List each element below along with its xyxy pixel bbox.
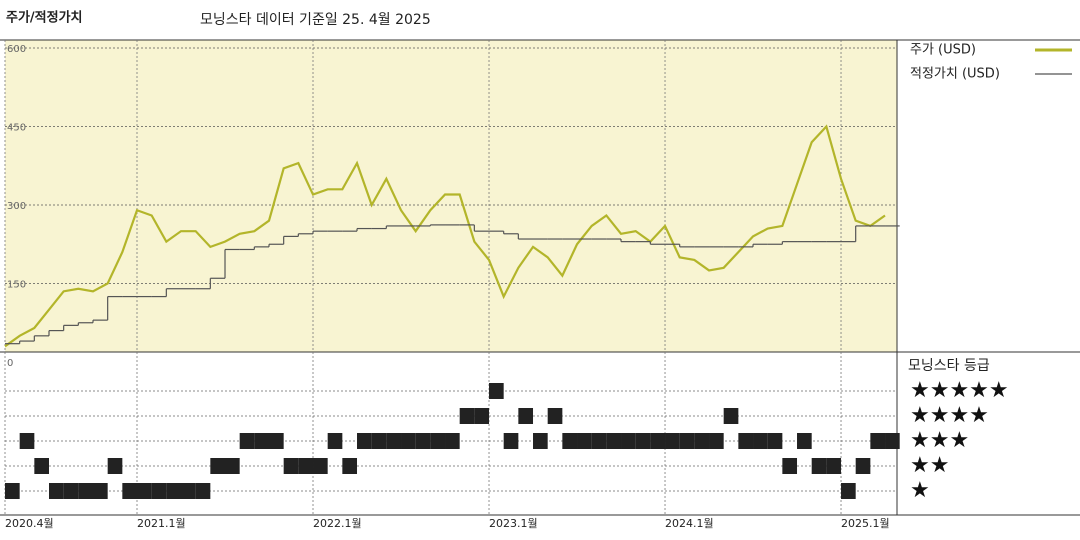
- rating-bar: [650, 433, 666, 449]
- rating-bar: [254, 433, 270, 449]
- rating-bar: [386, 433, 402, 449]
- rating-bar: [63, 483, 79, 499]
- rating-bar: [635, 433, 651, 449]
- x-tick-label: 2025.1월: [841, 517, 890, 530]
- rating-bar: [415, 433, 431, 449]
- chart-title: 주가/적정가치: [6, 10, 83, 26]
- x-tick-label: 2022.1월: [313, 517, 362, 530]
- rating-bar: [518, 408, 534, 424]
- rating-bar: [342, 458, 358, 474]
- rating-label: ★★★: [910, 428, 969, 453]
- rating-bar: [459, 408, 475, 424]
- rating-bar: [562, 433, 578, 449]
- rating-bar: [665, 433, 680, 449]
- rating-bar: [401, 433, 416, 449]
- rating-bar: [709, 433, 724, 449]
- plot-background: [5, 40, 897, 352]
- rating-bar: [283, 458, 299, 474]
- rating-bar: [694, 433, 710, 449]
- rating-bar: [225, 458, 240, 474]
- rating-bar: [181, 483, 196, 499]
- rating-bar: [547, 408, 563, 424]
- rating-bar: [445, 433, 460, 449]
- legend-label: 적정가치 (USD): [910, 67, 1000, 82]
- y-tick-label: 150: [7, 280, 26, 291]
- rating-bar: [151, 483, 167, 499]
- y-tick-label: 450: [7, 123, 26, 134]
- rating-bar: [738, 433, 754, 449]
- rating-bar: [357, 433, 372, 449]
- rating-bar: [782, 458, 798, 474]
- rating-bar: [767, 433, 783, 449]
- rating-bar: [591, 433, 607, 449]
- rating-bar: [533, 433, 548, 449]
- rating-bar: [870, 433, 886, 449]
- rating-bar: [885, 433, 900, 449]
- rating-bar: [430, 433, 446, 449]
- rating-bar: [811, 458, 827, 474]
- rating-bar: [474, 408, 490, 424]
- rating-bar: [577, 433, 592, 449]
- rating-bar: [269, 433, 284, 449]
- rating-bar: [107, 458, 123, 474]
- rating-bar: [122, 483, 138, 499]
- rating-label: ★★★★: [910, 403, 989, 428]
- rating-label: ★: [910, 478, 930, 503]
- rating-title: 모닝스타 등급: [908, 358, 990, 374]
- rating-bar: [34, 458, 50, 474]
- rating-bar: [606, 433, 622, 449]
- rating-bar: [313, 458, 328, 474]
- rating-bar: [797, 433, 812, 449]
- x-tick-label: 2024.1월: [665, 517, 714, 530]
- rating-bar: [679, 433, 695, 449]
- rating-bar: [210, 458, 226, 474]
- rating-bar: [78, 483, 94, 499]
- rating-bar: [327, 433, 343, 449]
- rating-bar: [239, 433, 255, 449]
- rating-bar: [137, 483, 152, 499]
- y-tick-label: 0: [7, 358, 13, 369]
- rating-bar: [723, 408, 739, 424]
- rating-bar: [371, 433, 387, 449]
- rating-bar: [195, 483, 211, 499]
- rating-bar: [503, 433, 519, 449]
- x-tick-label: 2023.1월: [489, 517, 538, 530]
- y-tick-label: 300: [7, 201, 26, 212]
- y-tick-label: 600: [7, 44, 26, 55]
- rating-bar: [489, 383, 504, 399]
- chart-subtitle: 모닝스타 데이터 기준일 25. 4월 2025: [200, 12, 431, 28]
- rating-bar: [19, 433, 35, 449]
- rating-label: ★★: [910, 453, 949, 478]
- legend-label: 주가 (USD): [910, 43, 976, 58]
- rating-bar: [826, 458, 842, 474]
- rating-bar: [49, 483, 64, 499]
- rating-bar: [93, 483, 108, 499]
- rating-label: ★★★★★: [910, 378, 1009, 403]
- rating-bar: [753, 433, 768, 449]
- rating-bar: [841, 483, 856, 499]
- x-tick-label: 2020.4월: [5, 517, 54, 530]
- price-line: [4, 124, 886, 348]
- x-tick-label: 2021.1월: [137, 517, 186, 530]
- rating-bar: [5, 483, 20, 499]
- rating-bar: [166, 483, 182, 499]
- rating-bar: [298, 458, 314, 474]
- rating-bar: [621, 433, 636, 449]
- rating-bar: [855, 458, 871, 474]
